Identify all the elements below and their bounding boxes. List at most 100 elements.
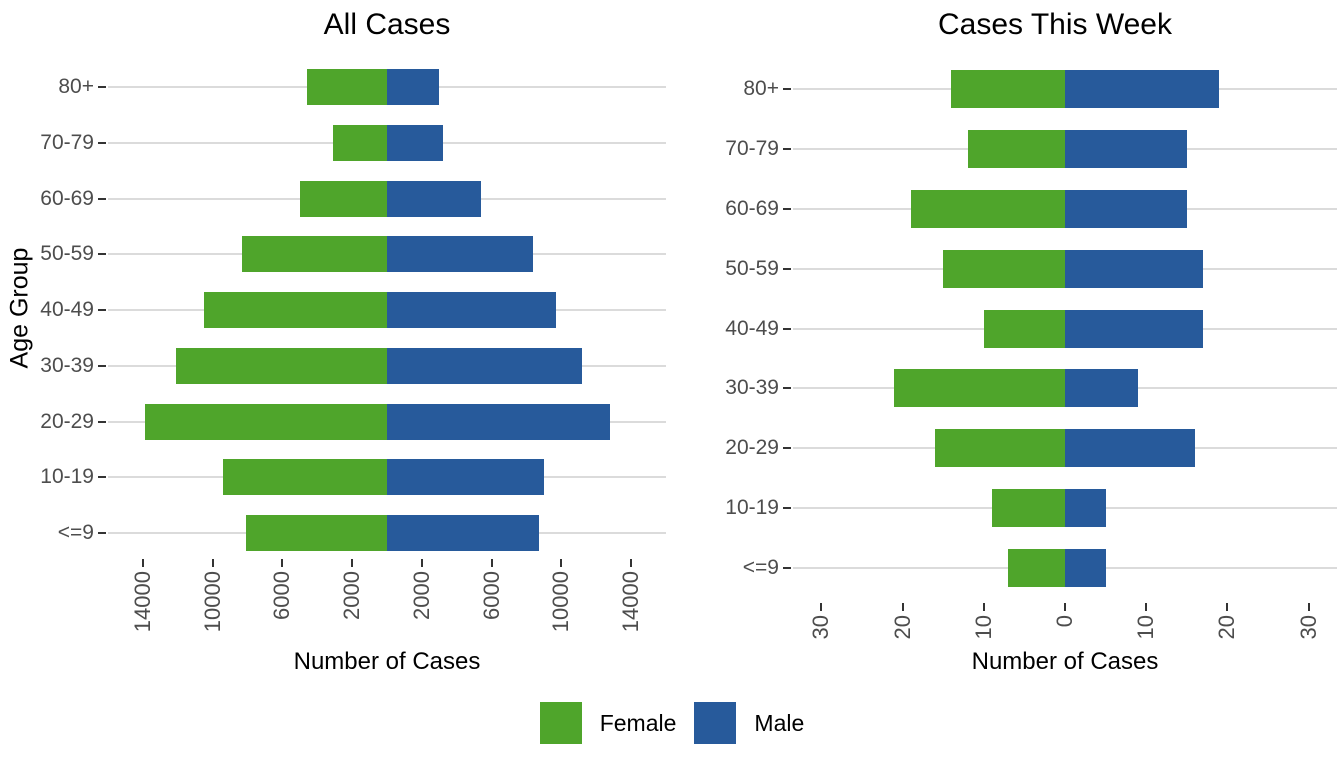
y-axis-title: Age Group bbox=[5, 247, 34, 369]
male-color-swatch bbox=[694, 702, 737, 744]
y-axis-label-80+: 80+ bbox=[743, 77, 779, 100]
male-bar-70-79 bbox=[1065, 129, 1187, 168]
female-bar-10-19 bbox=[991, 489, 1065, 528]
male-bar-30-39 bbox=[387, 347, 583, 384]
x-axis-label: 0 bbox=[1052, 615, 1077, 628]
male-bar-80+ bbox=[1065, 70, 1220, 108]
female-bar-50-59 bbox=[943, 249, 1065, 288]
panel-title-all-cases: All Cases bbox=[323, 8, 451, 41]
y-tick-mark bbox=[98, 86, 106, 88]
female-bar-10-19 bbox=[223, 459, 387, 496]
male-bar-10-19 bbox=[1065, 489, 1106, 528]
male-bar-50-59 bbox=[1065, 249, 1204, 288]
y-tick-mark bbox=[98, 141, 106, 144]
x-tick-mark bbox=[901, 603, 904, 611]
female-bar-70-79 bbox=[332, 124, 387, 161]
legend-item-female: Female bbox=[539, 702, 677, 744]
female-color-swatch bbox=[539, 702, 582, 744]
y-axis-label-40-49: 40-49 bbox=[725, 316, 779, 340]
x-axis-label: 20 bbox=[1214, 615, 1240, 640]
x-axis-label: 10 bbox=[970, 615, 996, 640]
female-bar-70-79 bbox=[967, 129, 1065, 168]
x-tick-mark bbox=[281, 559, 284, 567]
legend-label-female: Female bbox=[599, 709, 677, 736]
y-axis-label-60-69: 60-69 bbox=[725, 196, 779, 220]
x-tick-mark bbox=[351, 559, 354, 567]
female-bar-60-69 bbox=[910, 189, 1065, 228]
male-bar-70-79 bbox=[387, 124, 443, 161]
y-tick-mark bbox=[98, 476, 106, 479]
x-tick-mark bbox=[141, 559, 144, 567]
y-tick-mark bbox=[783, 567, 791, 569]
x-axis-title-cases-this-week: Number of Cases bbox=[971, 648, 1159, 675]
x-tick-mark bbox=[420, 559, 423, 567]
male-bar-20-29 bbox=[387, 403, 611, 440]
male-bar-40-49 bbox=[1065, 309, 1204, 348]
legend-item-male: Male bbox=[694, 702, 804, 744]
x-tick-mark bbox=[630, 559, 633, 567]
y-tick-mark bbox=[783, 327, 791, 330]
female-bar-30-39 bbox=[176, 347, 387, 384]
x-tick-mark bbox=[982, 603, 985, 611]
y-axis-label-20-29: 20-29 bbox=[725, 436, 779, 460]
y-tick-mark bbox=[98, 253, 106, 256]
female-bar-20-29 bbox=[144, 403, 387, 440]
x-axis-label: 14000 bbox=[618, 571, 644, 633]
y-tick-mark bbox=[783, 507, 791, 510]
y-axis-label-30-39: 30-39 bbox=[725, 376, 779, 400]
y-axis-label-50-59: 50-59 bbox=[725, 256, 779, 280]
x-tick-mark bbox=[211, 559, 214, 567]
female-bar-40-49 bbox=[983, 309, 1065, 348]
y-axis-label-70-79: 70-79 bbox=[725, 136, 779, 160]
plot-area-cases-this-week: 80+ 70-79 60-69 50-59 40-49 30-39 20-29 10-19 <=… bbox=[725, 60, 1337, 639]
x-axis-label: 2000 bbox=[408, 571, 434, 620]
x-axis-label: 10 bbox=[1133, 615, 1159, 640]
female-bar-80+ bbox=[951, 70, 1065, 108]
x-tick-mark bbox=[1064, 603, 1066, 611]
male-bar-60-69 bbox=[1065, 189, 1187, 228]
x-tick-mark bbox=[1145, 603, 1148, 611]
x-tick-mark bbox=[560, 559, 563, 567]
female-bar-<=9 bbox=[245, 515, 387, 551]
y-tick-mark bbox=[783, 147, 791, 150]
y-axis-label-40-49: 40-49 bbox=[40, 298, 94, 321]
y-axis-label-50-59: 50-59 bbox=[40, 242, 94, 266]
y-axis-label-30-39: 30-39 bbox=[40, 353, 94, 377]
x-axis-title-all-cases: Number of Cases bbox=[293, 648, 481, 675]
legend: Female Male bbox=[0, 702, 1344, 744]
male-bar-80+ bbox=[387, 69, 440, 105]
y-axis-label-<=9: <=9 bbox=[742, 556, 779, 579]
plot-area-all-cases: 80+ 70-79 60-69 50-59 40-49 30-39 20-29 10-19 <=… bbox=[40, 60, 666, 632]
y-tick-mark bbox=[98, 364, 106, 367]
x-tick-mark bbox=[1307, 603, 1310, 611]
y-tick-mark bbox=[783, 88, 791, 90]
panel-title-cases-this-week: Cases This Week bbox=[938, 8, 1172, 41]
y-axis-label-60-69: 60-69 bbox=[40, 186, 94, 210]
male-bar-<=9 bbox=[387, 515, 539, 551]
x-axis-label: 14000 bbox=[129, 571, 155, 633]
x-axis-label: 10000 bbox=[548, 571, 574, 633]
x-axis-label: 6000 bbox=[478, 571, 504, 620]
female-bar-50-59 bbox=[242, 236, 387, 273]
legend-label-male: Male bbox=[754, 709, 805, 736]
male-bar-<=9 bbox=[1065, 549, 1106, 587]
y-axis-label-20-29: 20-29 bbox=[40, 409, 94, 433]
male-bar-60-69 bbox=[387, 180, 482, 217]
x-axis-label: 2000 bbox=[339, 571, 365, 620]
y-axis-label-<=9: <=9 bbox=[57, 521, 94, 544]
female-bar-<=9 bbox=[1008, 549, 1065, 587]
y-tick-mark bbox=[783, 267, 791, 270]
male-bar-40-49 bbox=[387, 292, 557, 328]
x-tick-mark bbox=[820, 603, 823, 611]
x-axis-label: 30 bbox=[808, 615, 834, 640]
y-tick-mark bbox=[98, 532, 106, 534]
female-bar-20-29 bbox=[935, 429, 1065, 468]
x-axis-label: 20 bbox=[889, 615, 915, 640]
x-tick-mark bbox=[490, 559, 493, 567]
y-tick-mark bbox=[98, 420, 106, 423]
y-tick-mark bbox=[98, 309, 106, 311]
y-axis-label-10-19: 10-19 bbox=[40, 465, 94, 489]
y-tick-mark bbox=[783, 387, 791, 390]
female-bar-60-69 bbox=[299, 180, 387, 217]
